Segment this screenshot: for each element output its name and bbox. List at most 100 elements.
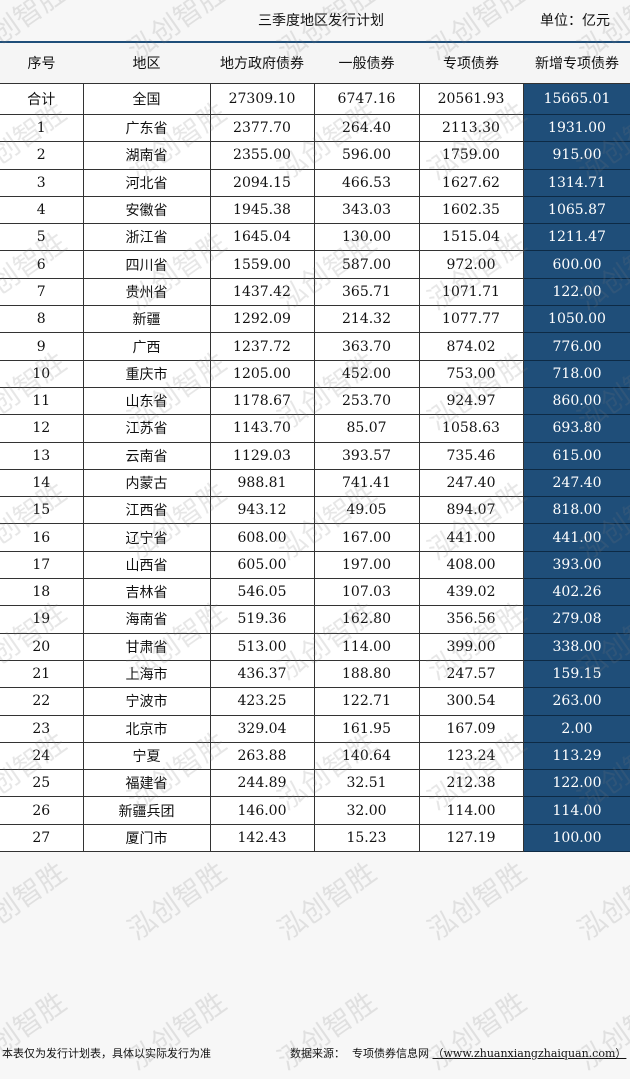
table-row: 21 上海市 436.37 188.80 247.57 159.15 [0, 659, 630, 689]
watermark: 泓创智胜 [421, 855, 533, 947]
table-cell: 5 [0, 223, 84, 252]
table-row: 13 云南省 1129.03 393.57 735.46 615.00 [0, 441, 630, 470]
table-cell: 167.09 [418, 714, 524, 743]
watermark: 泓创智胜 [0, 855, 73, 947]
table-cell: 972.00 [418, 250, 524, 279]
table-cell: 山西省 [82, 550, 211, 580]
table-cell: 福建省 [82, 769, 211, 798]
table-cell: 1314.71 [522, 168, 630, 197]
table-cell: 1931.00 [522, 113, 630, 143]
table-cell: 1178.67 [209, 386, 315, 416]
table-cell: 924.97 [418, 386, 524, 416]
table-cell: 新疆 [82, 305, 211, 334]
table-cell: 20 [0, 632, 84, 661]
table-cell: 1205.00 [209, 359, 315, 388]
table-cell: 247.40 [522, 468, 630, 498]
table-row: 22 宁波市 423.25 122.71 300.54 263.00 [0, 687, 630, 716]
table-cell: 上海市 [82, 659, 211, 689]
table-cell: 188.80 [313, 659, 420, 689]
table-row: 19 海南省 519.36 162.80 356.56 279.08 [0, 605, 630, 634]
table-cell: 32.51 [313, 769, 420, 798]
table-cell: 85.07 [313, 414, 420, 443]
table-cell: 湖南省 [82, 141, 211, 170]
table-cell: 广西 [82, 332, 211, 361]
table-cell: 宁波市 [82, 687, 211, 716]
header-row: 序号 地区 地方政府债券 一般债券 专项债券 新增专项债券 [0, 41, 630, 84]
table-cell: 608.00 [209, 523, 315, 552]
table-cell: 1515.04 [418, 223, 524, 252]
table-cell: 122.00 [522, 277, 630, 307]
table-cell: 718.00 [522, 359, 630, 388]
table-cell: 263.88 [209, 741, 315, 771]
table-cell: 25 [0, 769, 84, 798]
table-cell: 393.00 [522, 550, 630, 580]
table-cell: 4 [0, 195, 84, 225]
column-header: 一般债券 [314, 41, 419, 84]
table-cell: 云南省 [82, 441, 211, 470]
table-cell: 122.00 [522, 769, 630, 798]
table-cell: 546.05 [209, 578, 315, 607]
table-cell: 1292.09 [209, 305, 315, 334]
table-cell: 2094.15 [209, 168, 315, 197]
table-cell: 1065.87 [522, 195, 630, 225]
table-cell: 423.25 [209, 687, 315, 716]
table-cell: 247.57 [418, 659, 524, 689]
table-cell: 32.00 [313, 796, 420, 825]
table-cell: 吉林省 [82, 578, 211, 607]
table-cell: 402.26 [522, 578, 630, 607]
table-cell: 122.71 [313, 687, 420, 716]
table-cell: 厦门市 [82, 823, 211, 853]
table-cell: 24 [0, 741, 84, 771]
table-row: 24 宁夏 263.88 140.64 123.24 113.29 [0, 741, 630, 771]
table-cell: 1759.00 [418, 141, 524, 170]
table-cell: 1077.77 [418, 305, 524, 334]
table-cell: 393.57 [313, 441, 420, 470]
table-cell: 693.80 [522, 414, 630, 443]
table-cell: 重庆市 [82, 359, 211, 388]
table-cell: 2113.30 [418, 113, 524, 143]
table-cell: 452.00 [313, 359, 420, 388]
table-cell: 甘肃省 [82, 632, 211, 661]
table-row: 3 河北省 2094.15 466.53 1627.62 1314.71 [0, 168, 630, 197]
table-cell: 123.24 [418, 741, 524, 771]
table-cell: 113.29 [522, 741, 630, 771]
table-cell: 安徽省 [82, 195, 211, 225]
unit-label: 单位：亿元 [540, 13, 610, 29]
table-cell: 2355.00 [209, 141, 315, 170]
table-cell: 159.15 [522, 659, 630, 689]
table-cell: 943.12 [209, 496, 315, 525]
table-cell: 127.19 [418, 823, 524, 853]
source-url[interactable]: （www.zhuanxiangzhaiquan.com） [432, 1047, 627, 1060]
table-row: 20 甘肃省 513.00 114.00 399.00 338.00 [0, 632, 630, 661]
table-cell: 140.64 [313, 741, 420, 771]
table-cell: 441.00 [522, 523, 630, 552]
table-cell: 1602.35 [418, 195, 524, 225]
table-cell: 600.00 [522, 250, 630, 279]
table-cell: 915.00 [522, 141, 630, 170]
table-cell: 贵州省 [82, 277, 211, 307]
table-cell: 988.81 [209, 468, 315, 498]
table-cell: 439.02 [418, 578, 524, 607]
table-cell: 130.00 [313, 223, 420, 252]
table-cell: 8 [0, 305, 84, 334]
table-cell: 江西省 [82, 496, 211, 525]
table-cell: 1645.04 [209, 223, 315, 252]
table-cell: 253.70 [313, 386, 420, 416]
table-cell: 9 [0, 332, 84, 361]
table-cell: 338.00 [522, 632, 630, 661]
table-row: 11 山东省 1178.67 253.70 924.97 860.00 [0, 386, 630, 416]
table-cell: 513.00 [209, 632, 315, 661]
table-cell: 605.00 [209, 550, 315, 580]
table-cell: 519.36 [209, 605, 315, 634]
table-cell: 山东省 [82, 386, 211, 416]
table-row: 17 山西省 605.00 197.00 408.00 393.00 [0, 550, 630, 580]
table-row: 8 新疆 1292.09 214.32 1077.77 1050.00 [0, 305, 630, 334]
table-cell: 212.38 [418, 769, 524, 798]
table-cell: 615.00 [522, 441, 630, 470]
table-cell: 6747.16 [313, 83, 420, 115]
table-row: 4 安徽省 1945.38 343.03 1602.35 1065.87 [0, 195, 630, 225]
table-cell: 263.00 [522, 687, 630, 716]
table-row: 12 江苏省 1143.70 85.07 1058.63 693.80 [0, 414, 630, 443]
table-cell: 内蒙古 [82, 468, 211, 498]
total-row: 合计 全国 27309.10 6747.16 20561.93 15665.01 [0, 83, 630, 115]
